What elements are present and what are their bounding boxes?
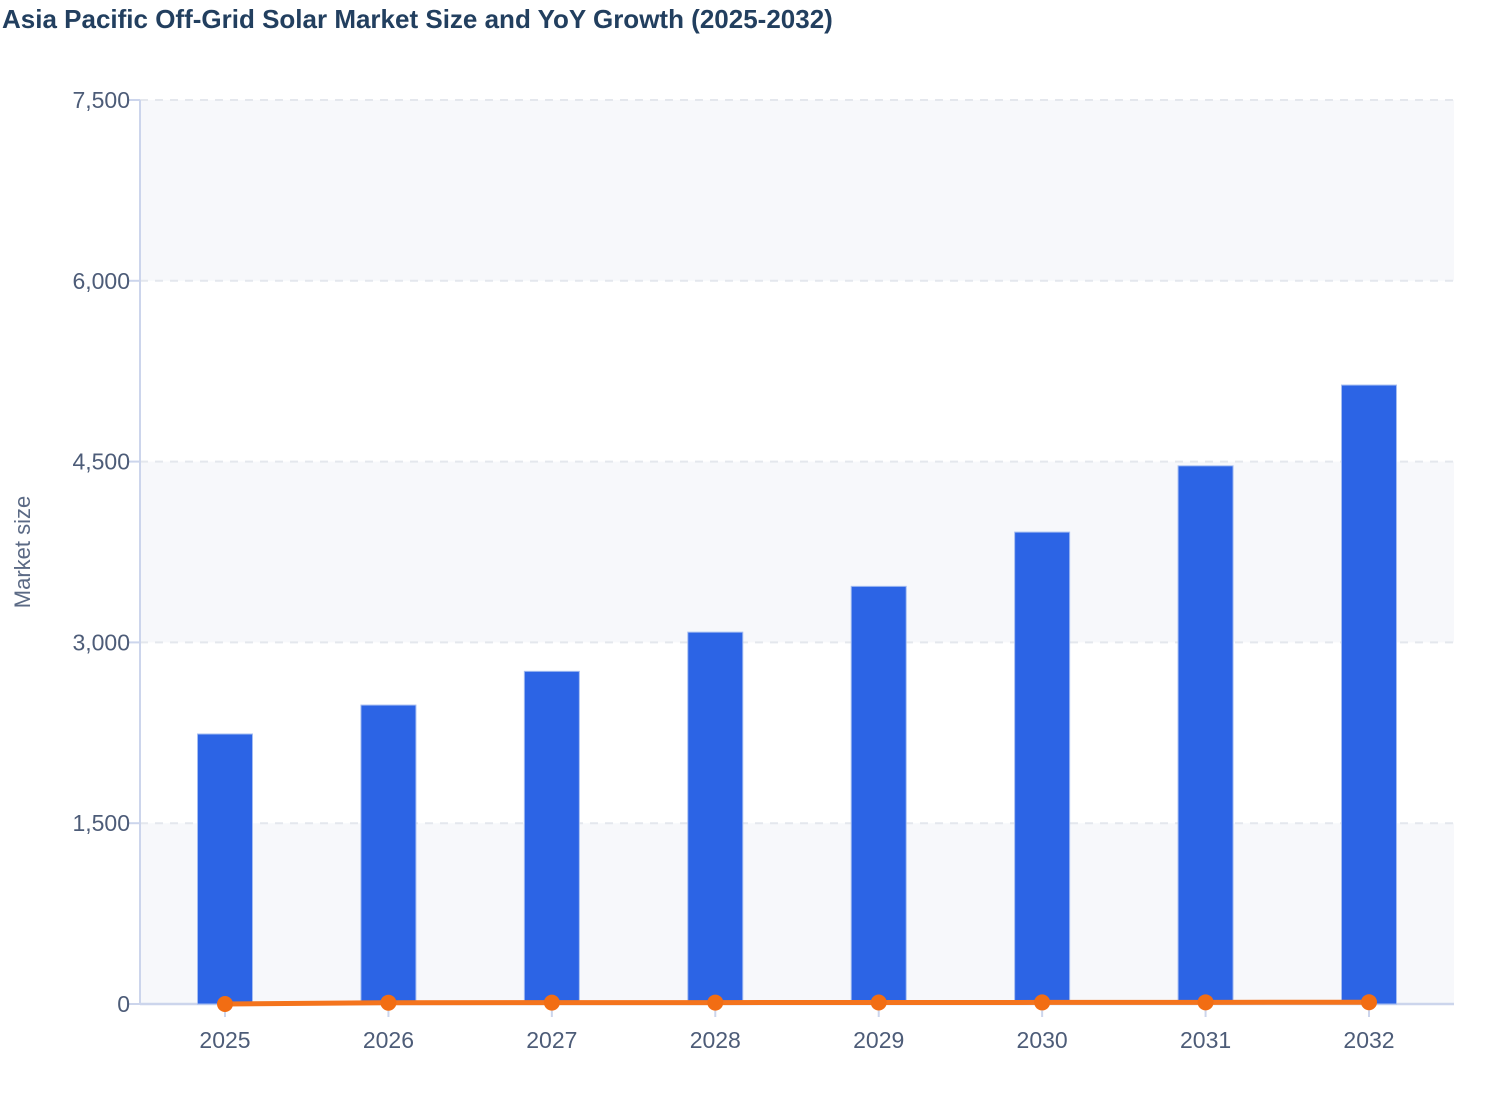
bar-2031[interactable]	[1177, 465, 1234, 1005]
x-tick-label-2028: 2028	[690, 1027, 741, 1053]
yoy-point-2029[interactable]	[870, 994, 887, 1011]
plot-band	[140, 823, 1454, 1004]
bar-2027[interactable]	[523, 670, 580, 1005]
yoy-point-2031[interactable]	[1197, 994, 1214, 1011]
y-tick-label-4500: 4,500	[72, 449, 130, 475]
bar-2025[interactable]	[197, 733, 253, 1005]
plot-band	[140, 461, 1454, 643]
plot-band	[140, 100, 1454, 281]
y-tick-label-1500: 1,500	[72, 810, 130, 836]
yoy-point-2026[interactable]	[380, 994, 397, 1011]
y-axis-title: Market size	[10, 496, 35, 608]
bar-2029[interactable]	[850, 585, 907, 1005]
x-tick-label-2026: 2026	[363, 1027, 414, 1053]
bar-2026[interactable]	[360, 704, 417, 1005]
bar-2030[interactable]	[1014, 531, 1071, 1005]
x-tick-label-2027: 2027	[526, 1027, 577, 1053]
bar-2032[interactable]	[1341, 384, 1397, 1005]
x-tick-label-2032: 2032	[1343, 1027, 1394, 1053]
chart-title: Asia Pacific Off-Grid Solar Market Size …	[2, 4, 833, 34]
yoy-point-2030[interactable]	[1034, 994, 1051, 1011]
y-tick-label-3000: 3,000	[72, 629, 130, 655]
yoy-point-2025[interactable]	[217, 996, 233, 1012]
bar-2028[interactable]	[687, 631, 744, 1005]
y-tick-label-6000: 6,000	[72, 268, 130, 294]
x-tick-label-2031: 2031	[1180, 1027, 1231, 1053]
y-tick-label-0: 0	[117, 991, 130, 1017]
y-tick-label-7500: 7,500	[72, 87, 130, 113]
x-tick-label-2029: 2029	[853, 1027, 904, 1053]
yoy-point-2027[interactable]	[543, 994, 560, 1011]
yoy-point-2028[interactable]	[707, 994, 724, 1011]
x-tick-label-2025: 2025	[199, 1027, 250, 1053]
yoy-point-2032[interactable]	[1361, 994, 1377, 1011]
x-tick-label-2030: 2030	[1017, 1027, 1068, 1053]
yoy-growth-line	[222, 999, 1372, 1007]
